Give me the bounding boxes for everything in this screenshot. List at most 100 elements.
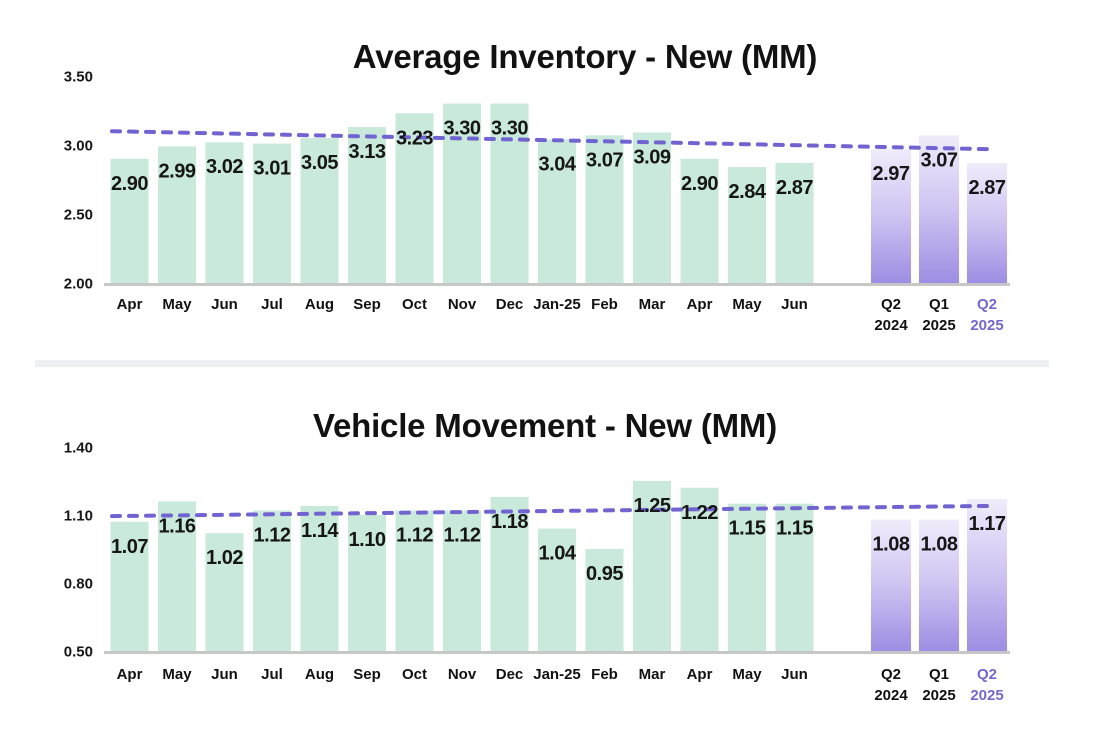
- quarterly-bar: [967, 499, 1007, 651]
- monthly-bar: [158, 146, 196, 283]
- bar-value-label: 1.10: [349, 529, 386, 551]
- x-axis-month-label: Apr: [687, 296, 713, 313]
- bar-value-label: 0.95: [586, 563, 623, 585]
- bar-value-label: 1.08: [921, 534, 958, 556]
- bar-value-label: 3.07: [921, 149, 958, 171]
- monthly-bar: [775, 162, 814, 283]
- quarterly-bar: [871, 519, 911, 651]
- monthly-bar: [443, 103, 481, 283]
- x-axis-quarter-year-label: 2025: [922, 317, 955, 334]
- x-axis-month-label: Dec: [496, 666, 524, 683]
- monthly-bar: [680, 487, 719, 651]
- x-axis-month-label: Jun: [781, 296, 808, 313]
- y-axis-tick-label: 3.50: [64, 69, 93, 86]
- vehicle-movement-chart: 0.50 0.80 1.10 1.40 1.07 1.16 1.02 1.12 1.14 1.10…: [64, 439, 1010, 704]
- bar-value-label: 3.30: [491, 118, 528, 140]
- quarterly-bar: [967, 162, 1007, 283]
- average-inventory-chart-title: Average Inventory - New (MM): [352, 38, 818, 75]
- x-axis-quarter-year-label: 2025: [970, 687, 1003, 704]
- x-axis-quarter-label: Q2: [881, 666, 901, 683]
- monthly-bar: [205, 533, 244, 651]
- x-axis-month-label: Nov: [448, 296, 477, 313]
- bar-value-label: 1.12: [254, 524, 291, 546]
- x-axis-month-label: Jun: [781, 666, 808, 683]
- y-axis-tick-label: 2.00: [64, 276, 93, 293]
- monthly-bar: [395, 510, 434, 651]
- bar-value-label: 2.99: [159, 160, 196, 182]
- bar-value-label: 2.90: [111, 173, 148, 195]
- x-axis-line: [104, 651, 1010, 654]
- bar-value-label: 2.90: [681, 173, 718, 195]
- bar-value-label: 1.12: [444, 524, 481, 546]
- bar-value-label: 2.87: [969, 177, 1006, 199]
- monthly-bar: [538, 528, 576, 651]
- bar-value-label: 1.16: [159, 515, 196, 537]
- bar-value-label: 3.09: [634, 147, 671, 169]
- x-axis-month-label: Sep: [353, 666, 381, 683]
- quarterly-bar: [871, 149, 911, 283]
- bar-value-label: 1.22: [681, 502, 718, 524]
- monthly-bar: [490, 103, 529, 283]
- bar-value-label: 1.15: [776, 518, 813, 540]
- x-axis-month-label: Dec: [496, 296, 524, 313]
- vehicle-movement-chart-title: Vehicle Movement - New (MM): [312, 407, 778, 444]
- x-axis-month-label: Aug: [305, 296, 334, 313]
- monthly-bar: [300, 505, 339, 651]
- bar-value-label: 2.87: [776, 177, 813, 199]
- x-axis-month-label: Sep: [353, 296, 381, 313]
- x-axis-quarter-label: Q1: [929, 296, 949, 313]
- bar-value-label: 1.04: [539, 543, 577, 565]
- monthly-bar: [253, 143, 291, 283]
- monthly-bar: [633, 132, 671, 283]
- bar-value-label: 1.17: [969, 513, 1006, 535]
- x-axis-quarter-label: Q1: [929, 666, 949, 683]
- x-axis-quarter-label: Q2: [881, 296, 901, 313]
- monthly-bar: [443, 510, 481, 651]
- monthly-bar: [158, 501, 196, 651]
- bar-value-label: 2.97: [873, 163, 910, 185]
- x-axis-month-label: May: [162, 296, 192, 313]
- section-divider: [35, 360, 1049, 367]
- monthly-bar: [300, 138, 339, 283]
- x-axis-month-label: Apr: [117, 296, 143, 313]
- y-axis-tick-label: 0.50: [64, 644, 93, 661]
- bar-value-label: 1.07: [111, 536, 148, 558]
- x-axis-month-label: May: [162, 666, 192, 683]
- bar-value-label: 1.08: [873, 534, 910, 556]
- trend-line: [110, 503, 990, 519]
- x-axis-month-label: Jul: [261, 296, 283, 313]
- bar-value-label: 2.84: [729, 181, 767, 203]
- y-axis-tick-label: 3.00: [64, 138, 93, 155]
- bar-value-label: 3.13: [349, 141, 386, 163]
- x-axis-quarter-year-label: 2024: [874, 687, 908, 704]
- x-axis-quarter-label: Q2: [977, 666, 997, 683]
- bar-value-label: 3.07: [586, 149, 623, 171]
- x-axis-month-label: Aug: [305, 666, 334, 683]
- bar-value-label: 1.25: [634, 495, 671, 517]
- x-axis-month-label: Mar: [639, 296, 666, 313]
- bar-value-label: 3.02: [206, 156, 243, 178]
- x-axis-month-label: Feb: [591, 296, 618, 313]
- x-axis-month-label: Apr: [117, 666, 143, 683]
- x-axis-month-label: Oct: [402, 666, 427, 683]
- bar-value-label: 1.02: [206, 547, 243, 569]
- monthly-bar: [348, 127, 386, 283]
- x-axis-month-label: Mar: [639, 666, 666, 683]
- x-axis-month-label: Jun: [211, 666, 238, 683]
- x-axis-month-label: Jan-25: [533, 296, 581, 313]
- average-inventory-chart: 2.00 2.50 3.00 3.50 2.90 2.99 3.02 3.01 3.05 3.13…: [64, 69, 1010, 334]
- x-axis-quarter-label: Q2: [977, 296, 997, 313]
- x-axis-month-label: May: [732, 666, 762, 683]
- monthly-bar: [395, 113, 434, 283]
- bar-value-label: 1.18: [491, 511, 528, 533]
- monthly-bar: [348, 514, 386, 651]
- monthly-bar: [538, 139, 576, 283]
- bar-value-label: 3.01: [254, 158, 291, 180]
- monthly-bar: [205, 142, 244, 283]
- monthly-bar: [253, 510, 291, 651]
- y-axis-tick-label: 0.80: [64, 575, 93, 592]
- monthly-bar: [585, 135, 624, 283]
- x-axis-month-label: Feb: [591, 666, 618, 683]
- y-axis-tick-label: 1.10: [64, 507, 93, 524]
